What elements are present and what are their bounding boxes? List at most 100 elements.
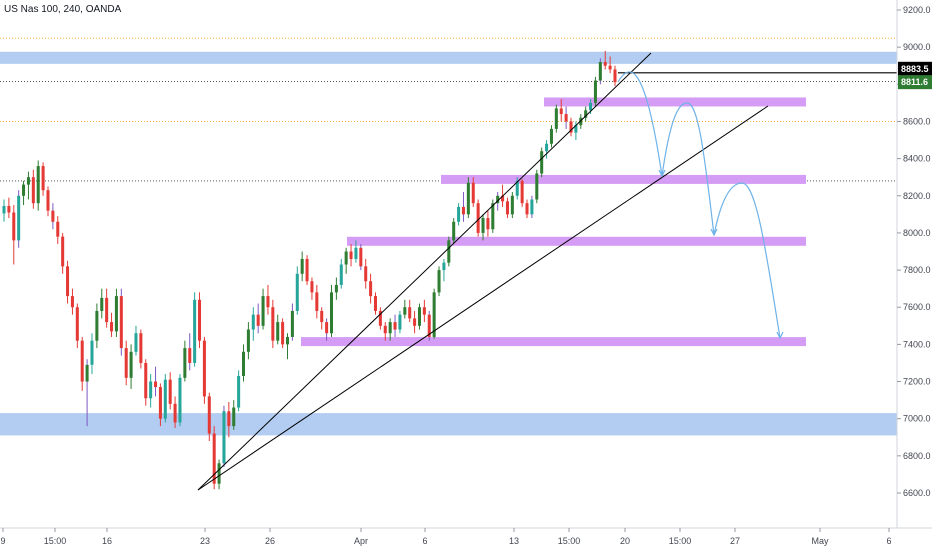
candle-body <box>61 236 65 267</box>
candle-body <box>56 221 60 237</box>
candle-body <box>554 108 558 129</box>
candle-body <box>476 203 480 233</box>
candle-body <box>139 333 143 363</box>
candle-body <box>207 396 211 434</box>
candle-body <box>461 206 465 215</box>
x-tick-label: Apr <box>354 536 368 546</box>
purple-level-band <box>347 236 806 246</box>
trendlines <box>197 52 769 491</box>
candle-body <box>232 407 236 427</box>
candle-body <box>12 212 16 241</box>
candle-body <box>525 203 529 215</box>
candle-body <box>17 195 21 241</box>
candle-body <box>393 322 397 330</box>
candle-body <box>427 314 431 337</box>
candle-body <box>530 199 534 215</box>
candle-body <box>70 296 74 308</box>
candle-body <box>540 151 544 174</box>
candle-body <box>193 299 197 363</box>
candle-body <box>535 173 539 200</box>
arrowhead-icon <box>658 169 666 178</box>
candle-body <box>442 262 446 271</box>
candle-body <box>545 143 549 152</box>
y-tick-label: 7200.0 <box>903 377 931 387</box>
candle-body <box>564 114 568 122</box>
y-tick-label: 9000.0 <box>903 42 931 52</box>
x-tick-label: 27 <box>730 536 740 546</box>
candle-body <box>276 322 280 341</box>
candle-body <box>559 108 563 115</box>
y-axis-panel <box>897 0 932 550</box>
candle-body <box>574 125 578 133</box>
x-tick-label: 16 <box>102 536 112 546</box>
candle-body <box>501 195 505 202</box>
candle-body <box>369 281 373 297</box>
candle-body <box>85 364 89 382</box>
candle-body <box>579 117 583 126</box>
y-tick-label: 6800.0 <box>903 451 931 461</box>
price-tag <box>898 75 932 90</box>
candle-body <box>31 177 35 204</box>
candle-body <box>7 205 11 213</box>
candle-body <box>403 307 407 315</box>
price-tag-label: 8883.5 <box>901 64 929 74</box>
candle-body <box>417 307 421 326</box>
candle-body <box>305 258 309 282</box>
candle-body <box>237 375 241 408</box>
y-tick-label: 8400.0 <box>903 154 931 164</box>
x-tick-label: 15:00 <box>669 536 692 546</box>
candle-body <box>359 247 363 267</box>
projection-path <box>617 71 784 340</box>
candle-body <box>154 381 158 388</box>
candle-body <box>129 351 133 378</box>
price-tag-label: 8811.6 <box>901 77 928 87</box>
candle-body <box>80 340 84 382</box>
purple-level-band <box>441 174 806 184</box>
x-tick-label: 9 <box>0 536 5 546</box>
candle-body <box>325 322 329 334</box>
candle-body <box>183 348 187 378</box>
candle-body <box>315 292 319 311</box>
x-tick-label: 13 <box>509 536 519 546</box>
trendline-steep <box>197 52 652 491</box>
x-axis-panel <box>0 528 932 550</box>
candle-body <box>471 182 475 204</box>
y-tick-label: 8000.0 <box>903 228 931 238</box>
candle-body <box>491 203 495 230</box>
x-tick-label: 15:00 <box>44 536 67 546</box>
candle-body <box>46 190 50 211</box>
candle-body <box>329 292 334 334</box>
candle-body <box>271 307 275 341</box>
projected-price-path <box>617 71 781 339</box>
y-tick-label: 7600.0 <box>903 302 931 312</box>
candle-body <box>134 333 138 352</box>
candle-body <box>110 322 114 332</box>
x-tick-label: 6 <box>886 536 891 546</box>
x-tick-label: May <box>811 536 829 546</box>
candle-body <box>378 310 382 326</box>
candle-body <box>212 433 216 484</box>
candle-body <box>344 251 348 265</box>
candle-body <box>36 166 40 204</box>
candle-body <box>26 177 30 185</box>
candle-body <box>51 210 55 222</box>
y-tick-label: 9200.0 <box>903 5 931 15</box>
candle-body <box>295 273 299 311</box>
trendline-shallow <box>197 105 769 491</box>
candle-body <box>613 69 617 83</box>
arrowhead-icon <box>776 331 784 340</box>
arrowhead-icon <box>710 228 718 237</box>
y-tick-label: 7000.0 <box>903 414 931 424</box>
candle-body <box>422 307 426 315</box>
candle-body <box>349 251 353 259</box>
purple-level-band <box>544 97 806 107</box>
candle-body <box>227 411 231 427</box>
candles <box>2 50 617 490</box>
candle-body <box>266 296 270 308</box>
y-tick-label: 7800.0 <box>903 265 931 275</box>
candle-body <box>310 281 314 293</box>
candle-body <box>222 411 226 464</box>
x-tick-label: 23 <box>200 536 210 546</box>
purple-level-band <box>301 337 806 347</box>
